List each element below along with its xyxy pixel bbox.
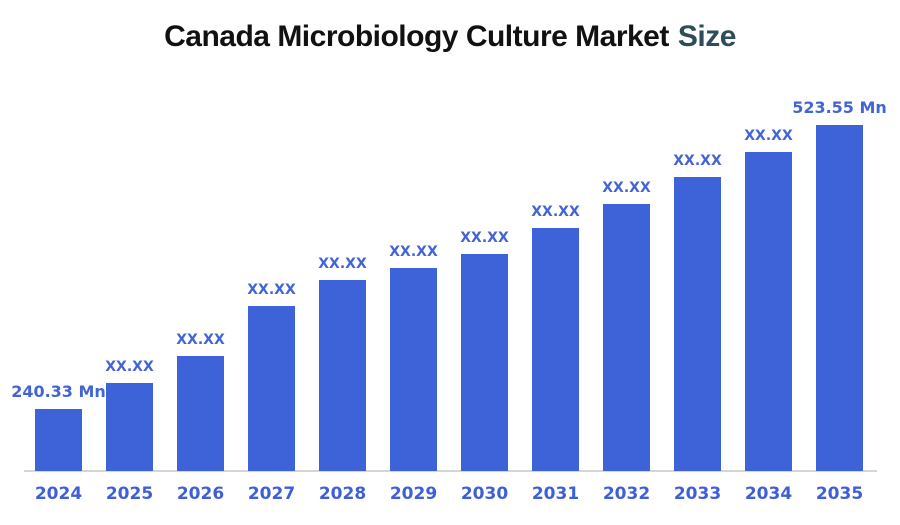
- x-axis-label-2027: 2027: [247, 484, 296, 504]
- x-axis-label-2031: 2031: [531, 484, 580, 504]
- x-axis-label-2034: 2034: [744, 484, 793, 504]
- x-axis-label-2030: 2030: [460, 484, 509, 504]
- x-axis-label-2025: 2025: [105, 484, 154, 504]
- chart-title: Canada Microbiology Culture Market Size: [0, 20, 900, 54]
- bar-value-label-2033: XX.XX: [673, 153, 722, 169]
- bar-value-label-2034: XX.XX: [744, 128, 793, 144]
- bar-value-label-2025: XX.XX: [105, 359, 154, 375]
- x-axis-label-2029: 2029: [389, 484, 438, 504]
- bar-2035: [816, 125, 863, 471]
- bar-2024: [35, 409, 82, 471]
- bar-2033: [674, 177, 721, 471]
- bar-2034: [745, 152, 792, 471]
- bar-value-label-2031: XX.XX: [531, 204, 580, 220]
- bar-2032: [603, 204, 650, 471]
- x-axis-label-2028: 2028: [318, 484, 367, 504]
- x-axis-label-2026: 2026: [176, 484, 225, 504]
- bar-value-label-2024: 240.33 Mn: [11, 382, 106, 401]
- bar-2026: [177, 356, 224, 471]
- bar-value-label-2035: 523.55 Mn: [792, 98, 887, 117]
- bar-value-label-2027: XX.XX: [247, 282, 296, 298]
- bar-2031: [532, 228, 579, 471]
- bar-value-label-2028: XX.XX: [318, 256, 367, 272]
- x-axis-line: [24, 470, 877, 472]
- bar-value-label-2030: XX.XX: [460, 230, 509, 246]
- chart-title-highlight: Size: [677, 20, 737, 53]
- bar-2029: [390, 268, 437, 471]
- bar-2028: [319, 280, 366, 471]
- bar-value-label-2026: XX.XX: [176, 332, 225, 348]
- bar-2025: [106, 383, 153, 471]
- x-axis-label-2024: 2024: [34, 484, 83, 504]
- chart-title-main: Canada Microbiology Culture Market: [164, 20, 669, 53]
- bar-2030: [461, 254, 508, 471]
- bar-value-label-2032: XX.XX: [602, 180, 651, 196]
- x-axis-label-2033: 2033: [673, 484, 722, 504]
- bar-value-label-2029: XX.XX: [389, 244, 438, 260]
- x-axis-label-2032: 2032: [602, 484, 651, 504]
- x-axis-label-2035: 2035: [815, 484, 864, 504]
- bar-2027: [248, 306, 295, 471]
